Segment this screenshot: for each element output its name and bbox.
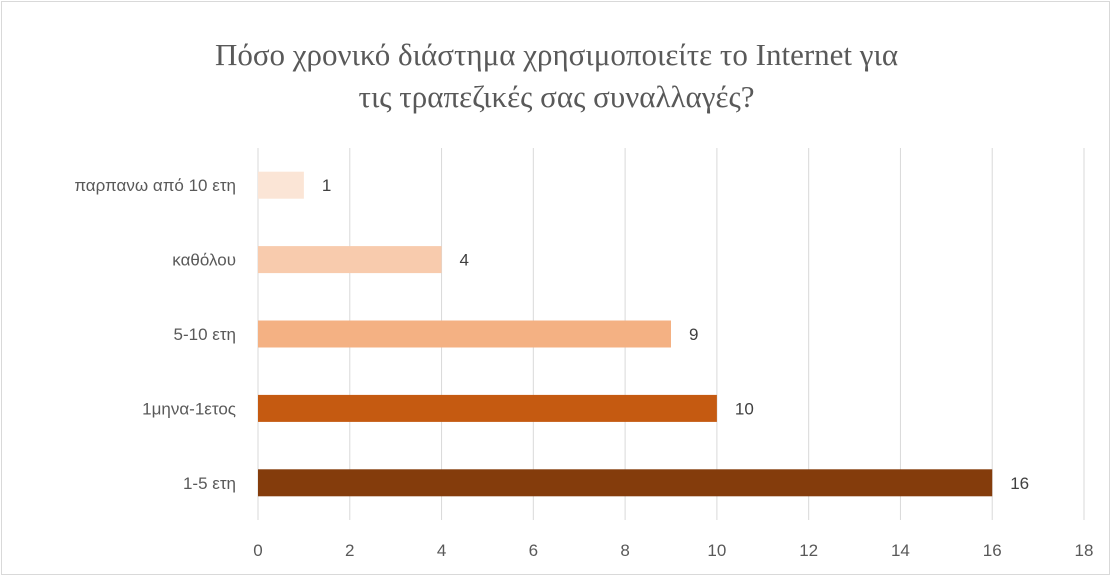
x-tick-label: 18 [1075, 541, 1094, 560]
x-tick-label: 12 [799, 541, 818, 560]
data-label: 1 [322, 176, 331, 195]
x-tick-label: 8 [620, 541, 629, 560]
x-tick-label: 2 [345, 541, 354, 560]
category-label: καθόλου [172, 251, 236, 270]
data-label: 9 [689, 325, 698, 344]
x-tick-label: 0 [253, 541, 262, 560]
bar-1 [258, 171, 304, 199]
x-tick-label: 4 [437, 541, 446, 560]
labels: 0 2 4 6 8 10 12 14 16 18 παρπανω από 10 ετη 1 καθόλο… [74, 176, 1093, 560]
x-tick-label: 16 [983, 541, 1002, 560]
chart-title: Πόσο χρονικό διάστημα χρησιμοποιείτε το … [214, 37, 899, 114]
category-label: παρπανω από 10 ετη [74, 176, 236, 195]
category-label: 5-10 ετη [174, 325, 237, 344]
bar-5 [258, 469, 993, 497]
bar-4 [258, 394, 717, 422]
category-label: 1-5 ετη [183, 474, 236, 493]
data-label: 4 [460, 251, 469, 270]
bar-2 [258, 246, 442, 274]
bars [258, 171, 993, 497]
x-tick-label: 14 [891, 541, 910, 560]
bar-3 [258, 320, 671, 348]
data-label: 16 [1010, 474, 1029, 493]
data-label: 10 [735, 399, 754, 418]
category-label: 1μηνα-1ετος [142, 399, 236, 418]
x-tick-label: 6 [529, 541, 538, 560]
x-tick-label: 10 [707, 541, 726, 560]
